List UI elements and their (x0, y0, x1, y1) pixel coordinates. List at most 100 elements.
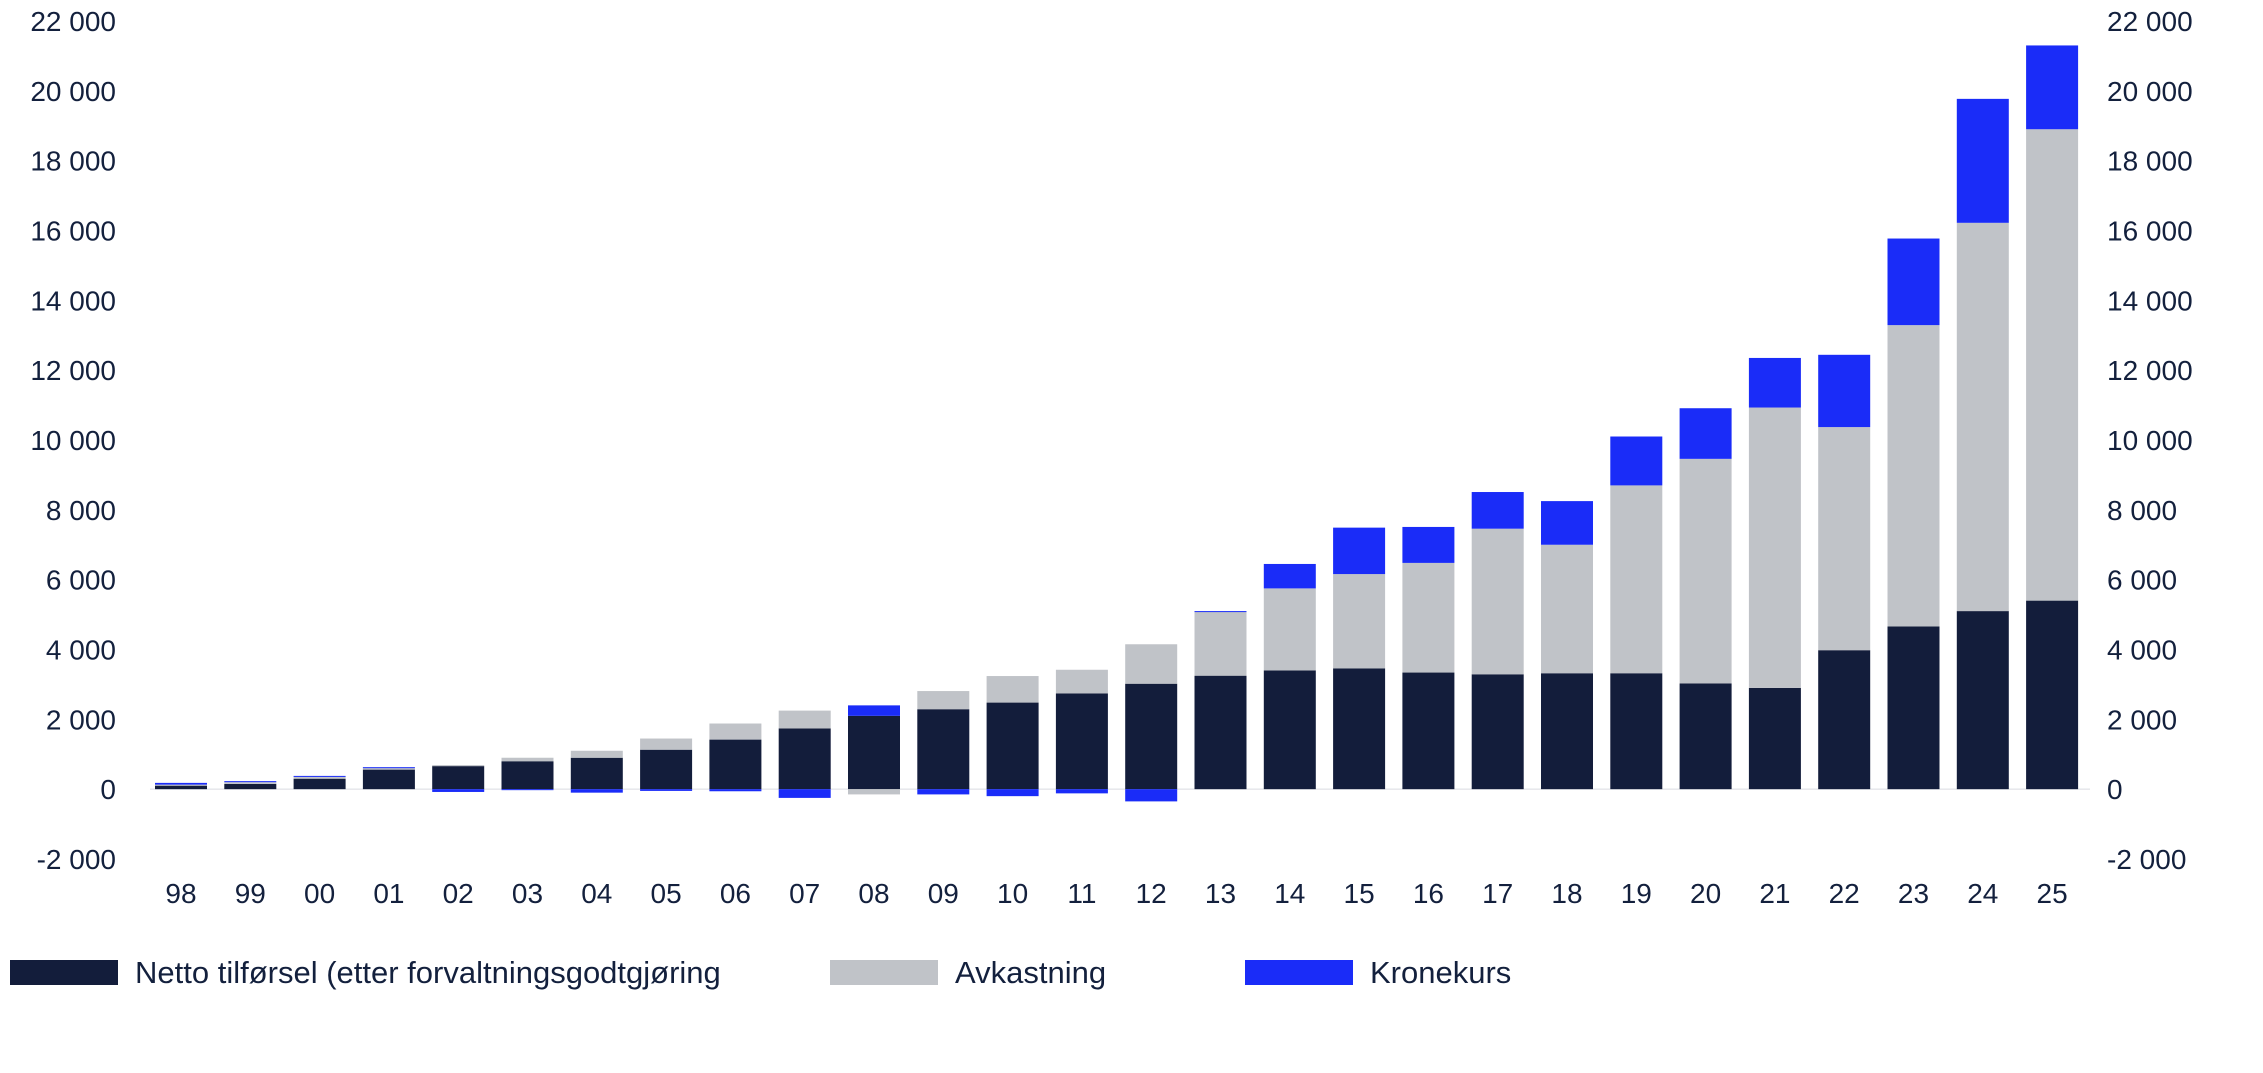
x-tick-label: 11 (1067, 878, 1096, 909)
bar-netto-tilforsel (1402, 672, 1455, 790)
y-tick-label-left: 2 000 (46, 704, 116, 735)
bar-avkastning (1333, 574, 1386, 669)
x-tick-label: 18 (1551, 878, 1582, 909)
bar-netto-tilforsel (986, 702, 1039, 790)
bar-kronekurs (1125, 789, 1178, 802)
bar-avkastning (1679, 458, 1732, 684)
y-tick-label-right: 22 000 (2107, 6, 2193, 37)
bar-kronekurs (986, 789, 1039, 797)
bar-netto-tilforsel (1333, 668, 1386, 790)
bar-avkastning (917, 691, 970, 710)
x-tick-label: 04 (581, 878, 612, 909)
bar-kronekurs (709, 789, 762, 792)
y-axis-left: -2 000 0 2 000 4 000 6 000 8 000 10 000 12 000 1… (30, 6, 116, 875)
bar-kronekurs (432, 789, 485, 792)
x-tick-label: 06 (720, 878, 751, 909)
y-tick-label-right: -2 000 (2107, 844, 2186, 875)
bar-avkastning (501, 757, 554, 762)
bar-avkastning (570, 750, 623, 758)
bar-kronekurs (778, 789, 831, 798)
y-tick-label-right: 6 000 (2107, 565, 2177, 596)
bar-avkastning (1125, 644, 1178, 684)
bar-kronekurs (1055, 789, 1108, 794)
y-tick-label-right: 2 000 (2107, 704, 2177, 735)
bar-kronekurs (640, 789, 693, 791)
bar-netto-tilforsel (1956, 611, 2009, 790)
bar-kronekurs (224, 781, 277, 783)
bar-netto-tilforsel (155, 785, 207, 790)
x-tick-label: 21 (1759, 878, 1790, 909)
bar-netto-tilforsel (709, 739, 762, 790)
bar-netto-tilforsel (1887, 626, 1940, 790)
bar-kronekurs (1956, 98, 2009, 223)
bar-avkastning (1887, 325, 1940, 627)
bar-kronekurs (2026, 45, 2079, 130)
y-tick-label-right: 8 000 (2107, 495, 2177, 526)
y-tick-label-right: 12 000 (2107, 355, 2193, 386)
y-tick-label-right: 0 (2107, 774, 2123, 805)
bar-kronekurs (155, 782, 207, 785)
bar-avkastning (362, 767, 415, 770)
bar-netto-tilforsel (778, 728, 831, 790)
bar-netto-tilforsel (1055, 693, 1108, 790)
bar-avkastning (1194, 611, 1247, 676)
bar-avkastning (848, 789, 900, 795)
x-axis: 98 99 00 01 02 03 04 05 06 07 08 09 10 11 12 13 14 15 16 17… (165, 878, 2067, 909)
bar-netto-tilforsel (570, 757, 623, 790)
bar-avkastning (155, 784, 207, 786)
x-tick-label: 23 (1898, 878, 1929, 909)
x-tick-label: 08 (858, 878, 889, 909)
bar-avkastning (1055, 669, 1108, 694)
x-tick-label: 01 (373, 878, 404, 909)
y-tick-label-right: 20 000 (2107, 76, 2193, 107)
bar-netto-tilforsel (1125, 683, 1178, 790)
legend-swatch-avkastning (830, 960, 938, 985)
bar-netto-tilforsel (1194, 675, 1247, 790)
x-tick-label: 24 (1967, 878, 1998, 909)
bar-kronekurs (362, 767, 415, 769)
bar-kronekurs (1263, 563, 1316, 589)
bar-avkastning (2026, 129, 2079, 601)
y-tick-label-right: 14 000 (2107, 285, 2193, 316)
y-tick-label-right: 18 000 (2107, 146, 2193, 177)
y-tick-label-left: 12 000 (30, 355, 116, 386)
bar-netto-tilforsel (293, 778, 346, 790)
legend-label-netto-tilforsel: Netto tilførsel (etter forvaltningsgodtg… (135, 955, 721, 990)
bar-netto-tilforsel (224, 783, 277, 790)
x-tick-label: 99 (235, 878, 266, 909)
x-tick-label: 19 (1621, 878, 1652, 909)
bar-avkastning (1263, 588, 1316, 671)
bar-netto-tilforsel (848, 715, 900, 790)
y-tick-label-left: 10 000 (30, 425, 116, 456)
bar-netto-tilforsel (1541, 673, 1593, 790)
bar-netto-tilforsel (1610, 673, 1663, 790)
x-tick-label: 10 (997, 878, 1028, 909)
bar-kronekurs (1818, 354, 1871, 428)
y-tick-label-left: 0 (100, 774, 116, 805)
bar-avkastning (1748, 407, 1801, 688)
bar-netto-tilforsel (640, 749, 693, 790)
legend-swatch-kronekurs (1245, 960, 1353, 985)
legend-swatch-netto-tilforsel (10, 960, 118, 985)
legend-label-avkastning: Avkastning (955, 955, 1106, 990)
bar-kronekurs (570, 789, 623, 793)
x-tick-label: 09 (928, 878, 959, 909)
bar-avkastning (224, 782, 277, 784)
bar-netto-tilforsel (1471, 674, 1524, 790)
bar-avkastning (778, 710, 831, 729)
bar-netto-tilforsel (1263, 670, 1316, 790)
bar-kronekurs (1887, 238, 1940, 326)
bar-kronekurs (1194, 611, 1247, 613)
y-tick-label-left: 22 000 (30, 6, 116, 37)
bar-avkastning (1402, 562, 1455, 673)
bar-netto-tilforsel (2026, 600, 2079, 790)
bar-avkastning (986, 676, 1039, 703)
bars (155, 45, 2079, 802)
x-tick-label: 20 (1690, 878, 1721, 909)
bar-netto-tilforsel (917, 709, 970, 790)
bar-netto-tilforsel (432, 766, 485, 790)
x-tick-label: 05 (651, 878, 682, 909)
y-tick-label-left: 20 000 (30, 76, 116, 107)
bar-netto-tilforsel (1818, 650, 1871, 790)
